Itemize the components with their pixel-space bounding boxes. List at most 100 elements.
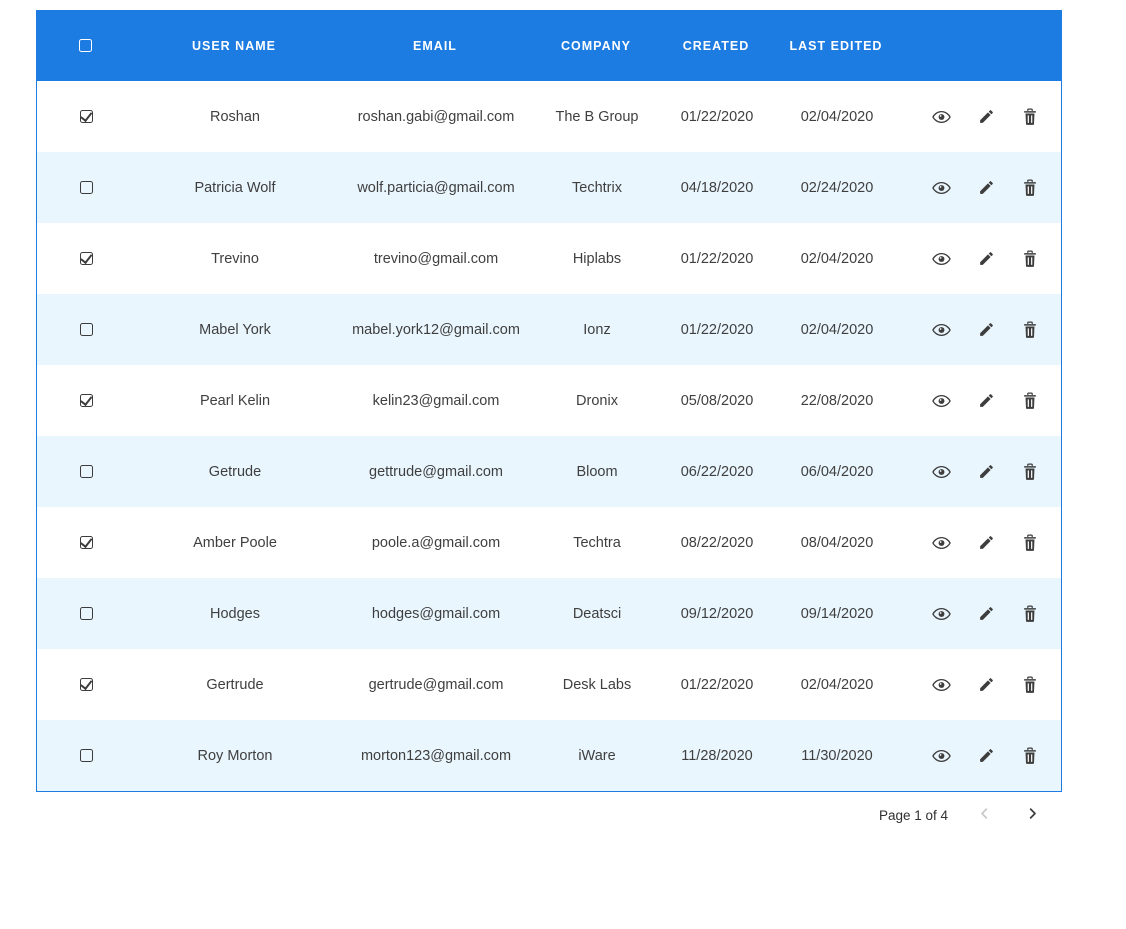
table-row: Trevino trevino@gmail.com Hiplabs 01/22/… [37,223,1061,294]
row-actions [897,463,1063,481]
edit-button[interactable] [978,747,995,764]
delete-button[interactable] [1022,321,1038,339]
company-cell: Techtrix [572,179,622,196]
view-button[interactable] [932,677,951,693]
row-checkbox[interactable] [79,607,93,620]
delete-button[interactable] [1022,747,1038,765]
view-button[interactable] [932,393,951,409]
eye-icon [932,251,951,267]
company-cell: Dronix [576,392,618,409]
view-button[interactable] [932,109,951,125]
edit-button[interactable] [978,250,995,267]
row-checkbox[interactable] [79,110,93,123]
row-checkbox[interactable] [79,749,93,762]
delete-button[interactable] [1022,534,1038,552]
delete-button[interactable] [1022,392,1038,410]
last-edited-cell: 02/04/2020 [800,676,874,693]
email-cell: gertrude@gmail.com [368,676,504,693]
trash-icon [1022,463,1038,481]
table-row: Pearl Kelin kelin23@gmail.com Dronix 05/… [37,365,1061,436]
company-cell: iWare [578,747,616,764]
company-cell: Bloom [576,463,618,480]
user-name-cell: Getrude [208,463,262,480]
user-name-cell: Trevino [211,250,259,267]
row-checkbox-cell [37,181,135,194]
edit-button[interactable] [978,534,995,551]
chevron-left-icon [977,806,992,824]
row-checkbox[interactable] [79,678,93,691]
edit-button[interactable] [978,676,995,693]
created-cell: 06/22/2020 [680,463,754,480]
table-row: Gertrude gertrude@gmail.com Desk Labs 01… [37,649,1061,720]
created-cell: 11/28/2020 [681,747,753,764]
user-name-cell: Gertrude [206,676,264,693]
pencil-icon [978,676,995,693]
delete-button[interactable] [1022,179,1038,197]
column-header-last-edited: LAST EDITED [789,38,883,53]
pencil-icon [978,321,995,338]
row-actions [897,108,1063,126]
row-actions [897,676,1063,694]
row-checkbox-cell [37,678,135,691]
trash-icon [1022,321,1038,339]
email-cell: morton123@gmail.com [360,747,512,764]
pencil-icon [978,605,995,622]
table-row: Hodges hodges@gmail.com Deatsci 09/12/20… [37,578,1061,649]
row-checkbox[interactable] [79,536,93,549]
row-checkbox[interactable] [79,252,93,265]
last-edited-cell: 02/04/2020 [800,250,874,267]
delete-button[interactable] [1022,676,1038,694]
trash-icon [1022,250,1038,268]
view-button[interactable] [932,180,951,196]
view-button[interactable] [932,606,951,622]
view-button[interactable] [932,748,951,764]
previous-page-button[interactable] [972,803,996,827]
eye-icon [932,393,951,409]
delete-button[interactable] [1022,108,1038,126]
row-checkbox[interactable] [79,394,93,407]
table-row: Getrude gettrude@gmail.com Bloom 06/22/2… [37,436,1061,507]
row-checkbox-cell [37,749,135,762]
view-button[interactable] [932,464,951,480]
row-checkbox-cell [37,110,135,123]
email-cell: trevino@gmail.com [373,250,499,267]
created-cell: 01/22/2020 [680,676,754,693]
next-page-button[interactable] [1020,803,1044,827]
company-cell: Deatsci [572,605,622,622]
view-button[interactable] [932,535,951,551]
edit-button[interactable] [978,108,995,125]
column-header-company: COMPANY [561,38,631,53]
eye-icon [932,677,951,693]
row-actions [897,747,1063,765]
trash-icon [1022,179,1038,197]
table-row: Mabel York mabel.york12@gmail.com Ionz 0… [37,294,1061,365]
edit-button[interactable] [978,321,995,338]
delete-button[interactable] [1022,605,1038,623]
row-checkbox[interactable] [79,465,93,478]
created-cell: 04/18/2020 [680,179,754,196]
last-edited-cell: 02/24/2020 [800,179,874,196]
delete-button[interactable] [1022,463,1038,481]
select-all-checkbox[interactable] [78,39,92,52]
last-edited-cell: 22/08/2020 [800,392,874,409]
chevron-right-icon [1025,806,1040,824]
row-checkbox[interactable] [79,323,93,336]
eye-icon [932,322,951,338]
edit-button[interactable] [978,605,995,622]
edit-button[interactable] [978,179,995,196]
column-header-created: CREATED [682,38,750,53]
table-header-row: USER NAME EMAIL COMPANY CREATED LAST EDI… [36,10,1062,81]
edit-button[interactable] [978,392,995,409]
eye-icon [932,464,951,480]
view-button[interactable] [932,251,951,267]
pencil-icon [978,108,995,125]
page-indicator: Page 1 of 4 [878,807,948,823]
eye-icon [932,180,951,196]
company-cell: Techtra [573,534,621,551]
last-edited-cell: 02/04/2020 [800,321,874,338]
view-button[interactable] [932,322,951,338]
edit-button[interactable] [978,463,995,480]
delete-button[interactable] [1022,250,1038,268]
column-header-user-name: USER NAME [191,38,276,53]
row-checkbox[interactable] [79,181,93,194]
